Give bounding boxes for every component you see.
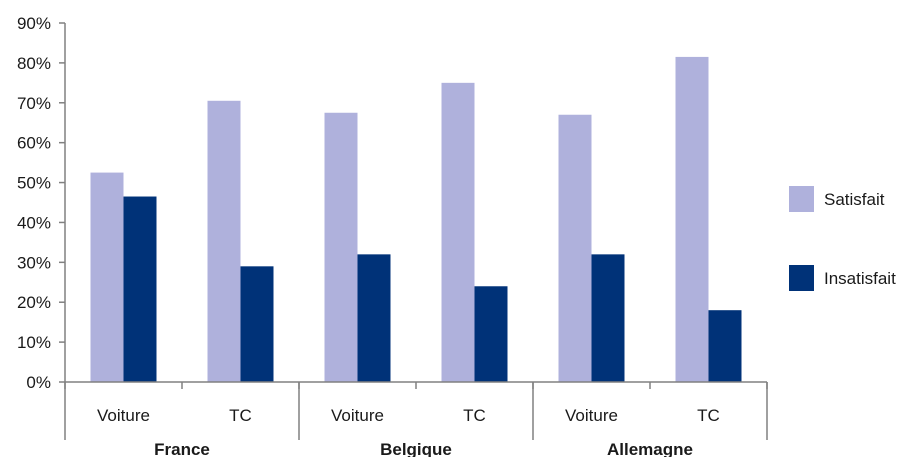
legend-swatch-satisfait bbox=[789, 186, 814, 212]
bar-insatisfait-belgique-voiture bbox=[357, 254, 391, 382]
y-tick-label: 60% bbox=[17, 134, 51, 153]
x-category-label: Voiture bbox=[565, 406, 618, 425]
x-category-label: Voiture bbox=[331, 406, 384, 425]
legend: Satisfait Insatisfait bbox=[789, 186, 896, 291]
x-category-label: TC bbox=[697, 406, 720, 425]
bar-insatisfait-france-tc bbox=[240, 266, 274, 382]
legend-label-satisfait: Satisfait bbox=[824, 190, 885, 209]
x-group-label: France bbox=[154, 440, 210, 457]
bar-satisfait-france-voiture bbox=[90, 172, 124, 382]
bar-insatisfait-allemagne-voiture bbox=[591, 254, 625, 382]
legend-swatch-insatisfait bbox=[789, 265, 814, 291]
x-category-label: TC bbox=[463, 406, 486, 425]
y-tick-label: 90% bbox=[17, 14, 51, 33]
x-axis: Voiture TC Voiture TC Voiture TC France Belgiqu… bbox=[64, 381, 768, 459]
y-axis: 0% 10% 20% 30% 40% 50% 60% 70% 80% 90% bbox=[17, 14, 66, 392]
x-category-label: TC bbox=[229, 406, 252, 425]
y-tick-label: 20% bbox=[17, 293, 51, 312]
y-tick-label: 50% bbox=[17, 174, 51, 193]
bar-insatisfait-belgique-tc bbox=[474, 286, 508, 382]
y-tick-label: 70% bbox=[17, 94, 51, 113]
bar-insatisfait-france-voiture bbox=[123, 196, 157, 382]
bar-satisfait-allemagne-voiture bbox=[558, 114, 592, 382]
legend-label-insatisfait: Insatisfait bbox=[824, 269, 896, 288]
y-tick-label: 10% bbox=[17, 333, 51, 352]
x-category-label: Voiture bbox=[97, 406, 150, 425]
y-tick-label: 40% bbox=[17, 213, 51, 232]
x-group-label: Belgique bbox=[380, 440, 452, 457]
y-tick-label: 80% bbox=[17, 54, 51, 73]
bar-insatisfait-allemagne-tc bbox=[708, 310, 742, 382]
bar-satisfait-france-tc bbox=[207, 100, 241, 383]
bar-satisfait-allemagne-tc bbox=[675, 56, 709, 383]
y-tick-label: 0% bbox=[26, 373, 51, 392]
bars bbox=[90, 56, 742, 383]
y-tick-label: 30% bbox=[17, 253, 51, 272]
bar-satisfait-belgique-tc bbox=[441, 82, 475, 382]
x-group-label: Allemagne bbox=[607, 440, 693, 457]
bar-satisfait-belgique-voiture bbox=[324, 112, 358, 382]
